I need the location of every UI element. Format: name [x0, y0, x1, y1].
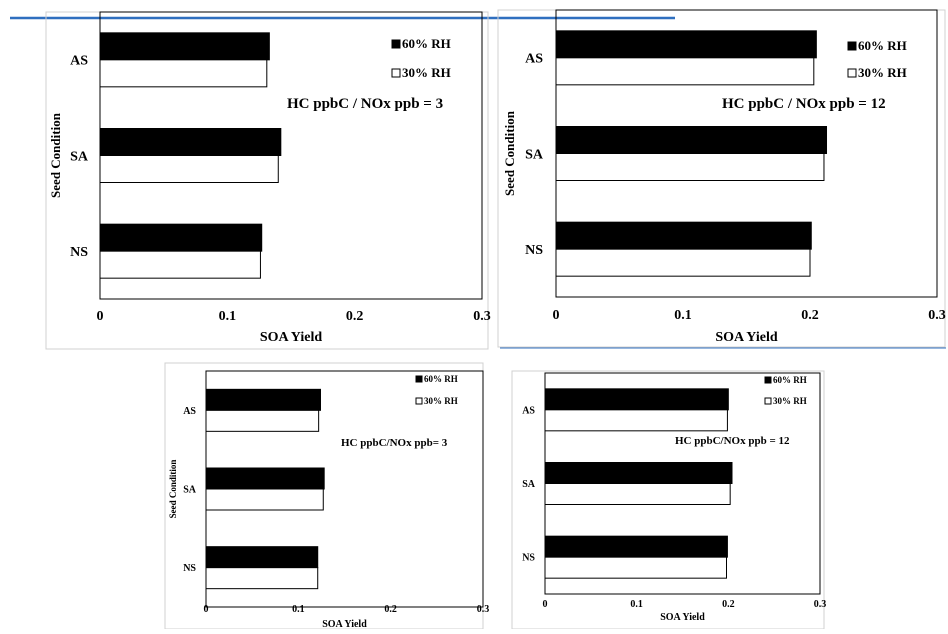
- chart-1-bar-30rh-as: [99, 59, 268, 88]
- chart-1-legend-label: 60% RH: [402, 36, 451, 51]
- chart-2-x-tick-label: 0.1: [674, 308, 692, 323]
- chart-1-x-axis-title: SOA Yield: [260, 330, 323, 345]
- chart-4-x-tick-label: 0.2: [722, 599, 735, 610]
- chart-1-legend-label: 30% RH: [402, 65, 451, 80]
- chart-2-y-axis-title: Seed Condition: [502, 110, 517, 196]
- chart-3-x-tick-label: 0.1: [292, 604, 305, 615]
- chart-1-bar-60rh-as: [99, 32, 270, 61]
- chart-2-bar-30rh-ns: [555, 248, 811, 277]
- chart-2-bar-60rh-as: [555, 30, 817, 59]
- chart-2-x-tick-label: 0: [553, 308, 560, 323]
- chart-4-x-tick-label: 0.3: [814, 599, 827, 610]
- chart-3-y-axis-title: Seed Condition: [168, 460, 178, 519]
- chart-1-x-tick-label: 0.3: [473, 309, 491, 324]
- chart-1-x-tick-label: 0: [97, 309, 104, 324]
- chart-4-bar-30rh-sa: [544, 483, 731, 505]
- chart-4-bar-30rh-ns: [544, 556, 727, 579]
- chart-2-bar-60rh-ns: [555, 221, 812, 250]
- chart-4-x-axis-title: SOA Yield: [660, 612, 705, 623]
- chart-4-category-label: AS: [522, 405, 535, 416]
- chart-1-category-label: SA: [70, 149, 89, 164]
- chart-4-legend-swatch-60rh: [764, 376, 772, 384]
- chart-3-legend-swatch-60rh: [415, 375, 423, 383]
- chart-4-category-label: NS: [522, 553, 535, 564]
- chart-4-bar-60rh-ns: [544, 535, 728, 558]
- chart-2-category-label: NS: [525, 243, 543, 258]
- chart-1-legend-swatch-60rh: [391, 39, 401, 49]
- chart-2-legend-label: 30% RH: [858, 65, 907, 80]
- chart-4-x-tick-label: 0: [543, 599, 548, 610]
- chart-1-annotation: HC ppbC / NOx ppb = 3: [287, 96, 443, 112]
- chart-1-bar-60rh-ns: [99, 223, 263, 252]
- chart-4-bar-60rh-as: [544, 388, 729, 411]
- chart-3-x-tick-label: 0.3: [477, 604, 490, 615]
- chart-3-category-label: NS: [183, 563, 196, 574]
- chart-3-legend-label: 30% RH: [424, 396, 458, 406]
- chart-2-category-label: AS: [525, 52, 543, 67]
- chart-2-category-label: SA: [525, 147, 544, 162]
- chart-1-x-tick-label: 0.2: [346, 309, 364, 324]
- chart-2-x-axis-title: SOA Yield: [715, 330, 778, 345]
- chart-4-bar-30rh-as: [544, 409, 728, 432]
- chart-3-annotation: HC ppbC/NOx ppb= 3: [341, 437, 448, 449]
- chart-2-bar-30rh-as: [555, 57, 815, 86]
- chart-1-category-label: AS: [70, 54, 88, 69]
- chart-3-bar-30rh-as: [205, 409, 320, 432]
- chart-1-y-axis-title: Seed Condition: [48, 112, 63, 198]
- chart-3-x-tick-label: 0: [204, 604, 209, 615]
- chart-1-legend-swatch-30rh: [391, 68, 401, 78]
- chart-3-bar-30rh-ns: [205, 567, 319, 590]
- chart-1-category-label: NS: [70, 245, 88, 260]
- chart-2-annotation: HC ppbC / NOx ppb = 12: [722, 96, 886, 112]
- chart-3-category-label: AS: [183, 406, 196, 417]
- chart-4-legend-label: 30% RH: [773, 396, 807, 406]
- chart-3-x-axis-title: SOA Yield: [322, 619, 367, 629]
- chart-2-bar-30rh-sa: [555, 153, 825, 181]
- chart-2-legend-label: 60% RH: [858, 38, 907, 53]
- chart-2-bar-60rh-sa: [555, 126, 828, 154]
- chart-3-bar-60rh-sa: [205, 467, 325, 490]
- chart-4-category-label: SA: [522, 479, 536, 490]
- chart-3-legend-label: 60% RH: [424, 374, 458, 384]
- chart-4-x-tick-label: 0.1: [630, 599, 643, 610]
- chart-1-x-tick-label: 0.1: [219, 309, 237, 324]
- chart-2-x-tick-label: 0.2: [801, 308, 819, 323]
- chart-1-bar-30rh-ns: [99, 250, 261, 279]
- chart-3-bar-60rh-ns: [205, 546, 319, 569]
- chart-2-legend-swatch-30rh: [847, 68, 857, 78]
- chart-4-annotation: HC ppbC/NOx ppb = 12: [675, 435, 790, 447]
- chart-3-x-tick-label: 0.2: [384, 604, 397, 615]
- chart-3-legend-swatch-30rh: [415, 397, 423, 405]
- chart-4-legend-label: 60% RH: [773, 375, 807, 385]
- chart-4-legend-swatch-30rh: [764, 397, 772, 405]
- chart-2-x-tick-label: 0.3: [928, 308, 946, 323]
- chart-3-category-label: SA: [183, 485, 197, 496]
- chart-1-bar-30rh-sa: [99, 155, 279, 183]
- chart-3-bar-60rh-as: [205, 388, 321, 411]
- chart-4-bar-60rh-sa: [544, 462, 733, 484]
- chart-2-legend-swatch-60rh: [847, 41, 857, 51]
- chart-3-bar-30rh-sa: [205, 488, 324, 511]
- chart-1-bar-60rh-sa: [99, 128, 282, 156]
